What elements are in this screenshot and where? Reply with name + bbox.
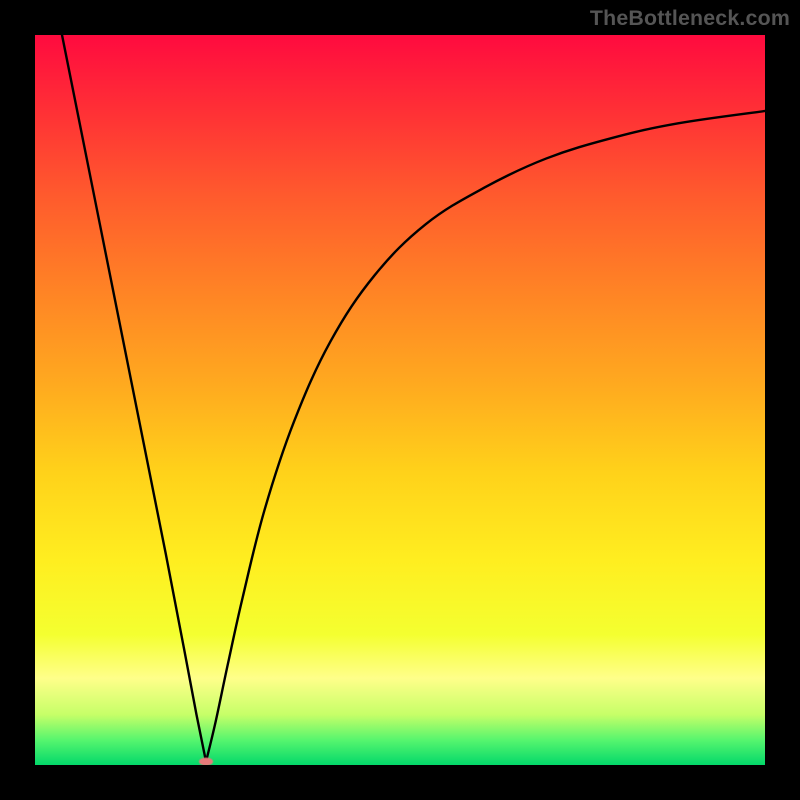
bottleneck-chart (0, 0, 800, 800)
vertex-marker (199, 758, 213, 766)
plot-area (34, 34, 766, 766)
chart-stage: TheBottleneck.com (0, 0, 800, 800)
